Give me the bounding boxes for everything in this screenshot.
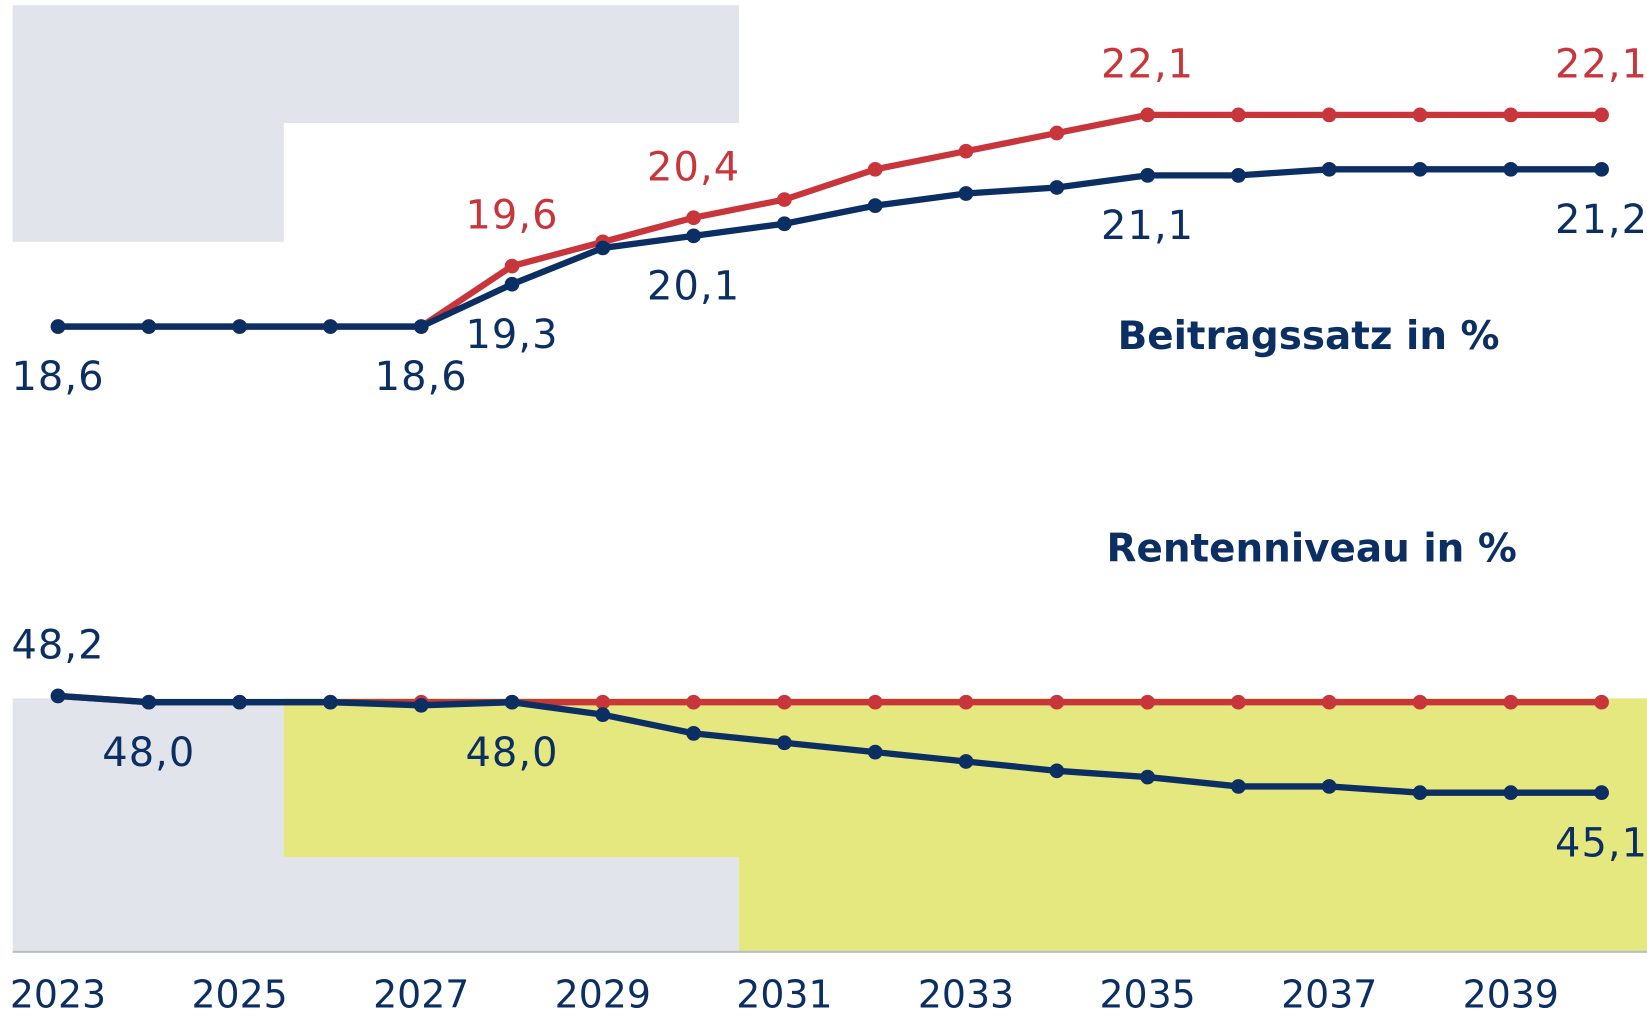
point — [504, 694, 520, 710]
x-tick-label: 2037 — [1281, 973, 1377, 1017]
point — [1049, 763, 1065, 779]
point — [504, 276, 520, 292]
x-tick-label: 2031 — [736, 973, 832, 1017]
point — [777, 735, 792, 751]
point — [777, 216, 792, 232]
value-label: 20,4 — [647, 144, 740, 190]
point — [50, 688, 66, 704]
value-label: 18,6 — [11, 354, 104, 400]
point — [232, 694, 247, 710]
value-label: 18,6 — [375, 354, 468, 400]
point — [1231, 107, 1246, 123]
point — [867, 198, 883, 213]
point — [686, 228, 701, 244]
point — [141, 319, 157, 334]
point — [1321, 107, 1337, 123]
value-label: 48,0 — [465, 730, 558, 776]
value-label: 45,1 — [1555, 820, 1647, 866]
yellow-area — [283, 698, 1647, 952]
point — [1140, 769, 1155, 785]
point — [686, 694, 701, 710]
point — [1503, 694, 1519, 710]
series-line — [57, 692, 1602, 796]
point — [958, 754, 974, 769]
point — [504, 258, 520, 274]
point — [1140, 168, 1155, 183]
series-line — [58, 166, 1602, 330]
point — [1231, 168, 1246, 183]
point — [867, 744, 883, 760]
point — [232, 319, 247, 334]
point — [1049, 694, 1065, 710]
point — [958, 186, 974, 201]
x-tick-label: 2023 — [10, 973, 106, 1017]
point — [1231, 694, 1246, 710]
point — [1594, 107, 1609, 123]
point — [1503, 785, 1519, 801]
series-line — [58, 111, 1602, 330]
point — [686, 210, 701, 226]
value-label: 22,1 — [1101, 42, 1194, 88]
point — [958, 694, 974, 710]
value-label: 21,1 — [1101, 203, 1194, 249]
point — [1412, 107, 1428, 123]
value-label: 22,1 — [1555, 42, 1647, 88]
point — [413, 697, 429, 713]
point — [1321, 161, 1337, 177]
point — [1049, 125, 1065, 141]
point — [686, 726, 701, 741]
grey-area-top — [12, 5, 739, 242]
point — [1412, 161, 1428, 177]
panel-title: Rentenniveau in % — [1107, 527, 1517, 572]
point — [1412, 785, 1428, 801]
point — [50, 319, 66, 334]
point — [1412, 694, 1428, 710]
x-tick-label: 2035 — [1099, 973, 1195, 1017]
point — [1503, 161, 1519, 177]
x-tick-label: 2029 — [555, 973, 651, 1017]
point — [1049, 180, 1065, 195]
value-label: 21,2 — [1555, 197, 1647, 243]
x-tick-label: 2025 — [191, 973, 287, 1017]
point — [595, 707, 611, 723]
point — [777, 694, 792, 710]
panel-title: Beitragssatz in % — [1118, 314, 1500, 359]
point — [595, 240, 611, 256]
point — [1503, 107, 1519, 123]
point — [777, 192, 792, 207]
point — [1231, 779, 1246, 794]
point — [595, 694, 611, 710]
point — [1140, 694, 1155, 710]
point — [323, 694, 338, 710]
point — [1321, 779, 1337, 794]
point — [867, 161, 883, 177]
point — [958, 143, 974, 159]
point — [867, 694, 883, 710]
value-label: 48,2 — [11, 623, 104, 669]
value-label: 20,1 — [647, 263, 740, 309]
point — [1321, 694, 1337, 710]
point — [1594, 161, 1609, 177]
point — [141, 694, 157, 710]
x-tick-label: 2033 — [918, 973, 1014, 1017]
value-label: 48,0 — [102, 730, 195, 776]
value-label: 19,6 — [465, 193, 558, 239]
point — [1140, 107, 1155, 123]
point — [323, 319, 338, 334]
point — [1594, 785, 1609, 801]
point — [1594, 694, 1609, 710]
x-tick-label: 2027 — [373, 973, 469, 1017]
point — [413, 319, 429, 334]
value-label: 19,3 — [465, 312, 558, 358]
x-tick-label: 2039 — [1463, 973, 1559, 1017]
